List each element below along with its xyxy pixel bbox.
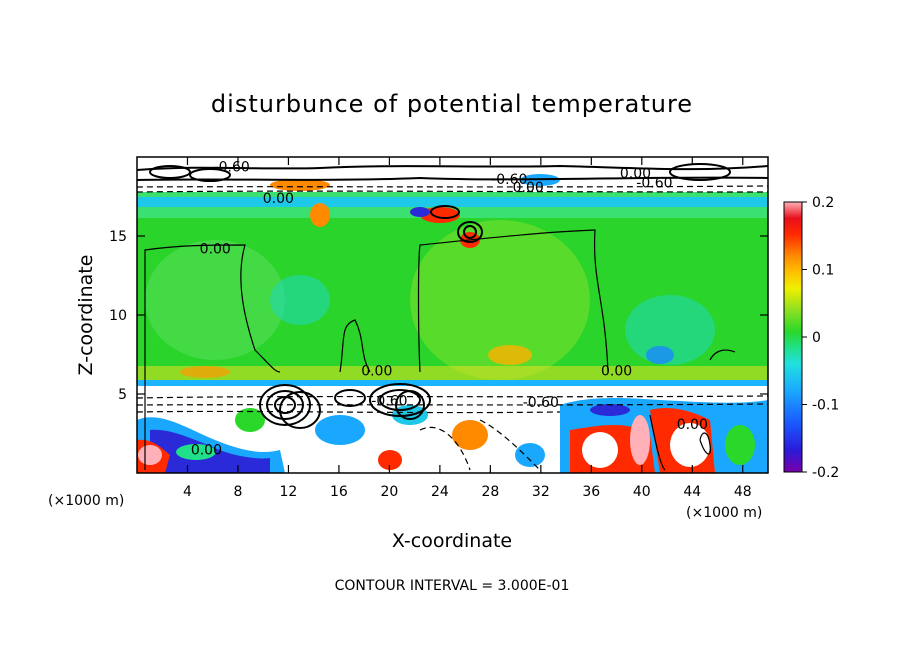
upper-cyan-band xyxy=(137,197,768,207)
x-tick-label: 8 xyxy=(233,484,242,500)
x-tick-label: 40 xyxy=(633,484,651,500)
x-tick-label: 4 xyxy=(183,484,192,500)
warm-spot-2 xyxy=(180,366,230,378)
colorbar-tick-label: -0.2 xyxy=(812,465,839,481)
contour-label: -0.60 xyxy=(636,175,672,191)
colorbar xyxy=(783,201,803,473)
x-tick-label: 36 xyxy=(582,484,600,500)
heatmap-field xyxy=(137,157,768,473)
warm-spot xyxy=(488,345,532,365)
contour-label: 0.00 xyxy=(620,166,651,182)
x-tick-label: 28 xyxy=(481,484,499,500)
contour-label: 0.00 xyxy=(677,417,708,433)
x-tick-label: 24 xyxy=(431,484,449,500)
x-tick-label: 48 xyxy=(734,484,752,500)
y-tick-label: 15 xyxy=(109,229,127,245)
contour-clusters xyxy=(149,163,731,429)
warm-region xyxy=(410,220,590,380)
warm-strip xyxy=(137,366,768,380)
cold-spot xyxy=(646,346,674,364)
contour-label: 0.00 xyxy=(191,442,222,458)
x-tick-label: 32 xyxy=(532,484,550,500)
colorbar-tick-label: 0.2 xyxy=(812,195,834,211)
y-axis: 5 10 15 xyxy=(109,229,768,403)
cool-region-2 xyxy=(270,275,330,325)
colorbar-tick-label: -0.1 xyxy=(812,398,839,414)
contour-lines xyxy=(137,164,768,471)
contour-label: 0.00 xyxy=(513,180,544,196)
colorbar-tick-label: 0 xyxy=(812,330,821,346)
contour-label: -0.60 xyxy=(214,159,250,175)
x-tick-label: 16 xyxy=(330,484,348,500)
colorbar-ticks: 0.2 0.1 0 -0.1 -0.2 xyxy=(802,195,839,481)
x-unit-right: (×1000 m) xyxy=(686,505,762,521)
contour-interval-note: CONTOUR INTERVAL = 3.000E-01 xyxy=(335,578,570,594)
mid-region xyxy=(145,240,285,360)
x-tick-label: 44 xyxy=(683,484,701,500)
lower-blobs xyxy=(137,397,768,473)
colorbar-tick-label: 0.1 xyxy=(812,263,834,279)
contour-label-group: 0.000.000.00 0.000.000.00-0.60-0.60-0.60-… xyxy=(191,159,708,458)
y-axis-label: Z-coordinate xyxy=(75,255,97,376)
x-axis: 4 8 12 16 20 24 28 32 36 40 44 48 xyxy=(183,157,752,500)
contour-label: 0.00 xyxy=(263,191,294,207)
y-tick-label: 5 xyxy=(118,387,127,403)
contour-label: -0.60 xyxy=(523,395,559,411)
cool-region xyxy=(625,295,715,365)
contour-label: 0.00 xyxy=(601,363,632,379)
cold-strip xyxy=(137,380,768,386)
x-axis-label: X-coordinate xyxy=(392,530,512,552)
x-tick-label: 20 xyxy=(380,484,398,500)
contour-label: 0.00 xyxy=(200,242,231,258)
contour-label: 0.00 xyxy=(361,363,392,379)
y-tick-label: 10 xyxy=(109,308,127,324)
x-unit-left: (×1000 m) xyxy=(48,493,124,509)
x-tick-label: 12 xyxy=(280,484,298,500)
chart-title: disturbunce of potential temperature xyxy=(211,90,693,118)
contour-label: -0.60 xyxy=(371,393,407,409)
contour-label: -0.60 xyxy=(491,172,527,188)
